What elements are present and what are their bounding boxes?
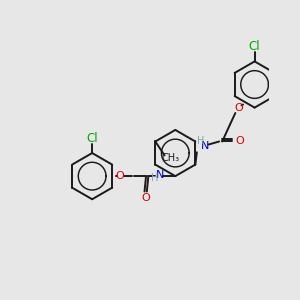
Text: O: O [141,193,150,203]
Text: H: H [197,136,204,146]
Text: CH₃: CH₃ [162,153,180,163]
Text: O: O [235,103,244,112]
Text: Cl: Cl [249,40,260,53]
Text: N: N [156,170,164,180]
Text: N: N [201,141,209,151]
Text: H: H [151,173,158,184]
Text: Cl: Cl [86,132,98,145]
Text: O: O [236,136,244,146]
Text: O: O [116,171,124,181]
